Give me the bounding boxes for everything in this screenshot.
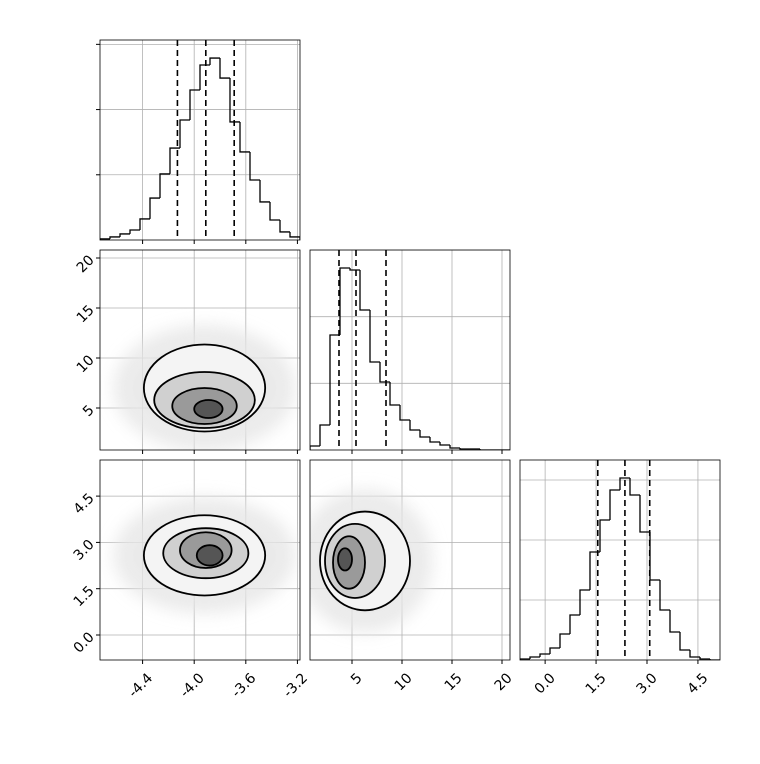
contour — [337, 547, 353, 572]
hist-step — [389, 382, 400, 406]
hist-step — [629, 478, 640, 496]
hist-step — [649, 532, 660, 581]
hist-step — [189, 89, 200, 120]
hist-step — [269, 201, 280, 221]
hist-step — [359, 270, 370, 311]
hist-step — [229, 78, 240, 123]
hist-step — [419, 430, 430, 438]
hist-step — [349, 268, 360, 271]
hist-step — [599, 519, 610, 552]
x-tick-label: 1.5 — [583, 670, 610, 697]
hist-step — [310, 445, 320, 450]
hist-step — [199, 64, 210, 90]
panel-frame — [99, 39, 301, 241]
y-tick-label: 3.0 — [71, 537, 98, 564]
hist-step — [699, 657, 710, 660]
x-tick-label: -4.0 — [177, 670, 208, 701]
hist-step — [379, 362, 390, 383]
hist-step — [709, 659, 720, 660]
x-tick-label: -3.6 — [229, 670, 260, 701]
hist-step — [639, 495, 650, 533]
x-tick-label: 5 — [348, 670, 366, 688]
panel — [310, 460, 510, 660]
hist-step — [689, 650, 700, 658]
panel — [100, 250, 300, 450]
hist-step — [479, 449, 490, 450]
hist-step — [329, 334, 340, 425]
hist-step — [659, 580, 670, 611]
x-tick-label: 0.0 — [532, 670, 559, 697]
hist-step — [169, 147, 180, 174]
panel-frame — [519, 459, 721, 661]
hist-step — [339, 267, 350, 335]
hist-step — [109, 236, 120, 239]
hist-step — [559, 633, 570, 648]
hist-step — [319, 424, 330, 446]
y-tick-label: 4.5 — [71, 490, 98, 517]
y-tick-label: 0.0 — [71, 629, 98, 656]
hist-step — [149, 197, 160, 219]
x-tick-label: 10 — [392, 670, 416, 694]
hist-step — [589, 551, 600, 590]
hist-step — [100, 238, 110, 240]
hist-step — [449, 445, 460, 449]
x-tick-label: 3.0 — [634, 670, 661, 697]
x-tick-label: -4.4 — [126, 670, 157, 701]
hist-step — [459, 448, 470, 450]
hist-step — [369, 310, 380, 363]
hist-step — [159, 173, 170, 199]
hist-step — [679, 632, 690, 651]
x-tick-label: 4.5 — [684, 670, 711, 697]
hist-step — [239, 121, 250, 153]
y-tick-label: 1.5 — [71, 583, 98, 610]
contour — [193, 399, 224, 419]
hist-step — [259, 180, 270, 203]
y-tick-label: 5 — [80, 402, 98, 420]
hist-step — [179, 119, 190, 149]
hist-step — [129, 229, 140, 234]
hist-step — [219, 58, 230, 79]
hist-step — [569, 614, 580, 634]
hist-step — [579, 589, 590, 615]
y-tick-label: 20 — [74, 252, 98, 276]
contour — [195, 544, 224, 567]
hist-step — [520, 658, 530, 660]
x-tick-label: 20 — [492, 670, 516, 694]
y-tick-label: 10 — [74, 352, 98, 376]
x-tick-label: 15 — [442, 670, 466, 694]
hist-step — [539, 653, 550, 657]
hist-step — [669, 610, 680, 633]
hist-step — [399, 405, 410, 421]
hist-step — [609, 489, 620, 520]
hist-step — [139, 218, 150, 230]
panel-frame — [309, 249, 511, 451]
hist-step — [439, 442, 450, 446]
panel-frame — [99, 249, 301, 451]
panel — [310, 250, 510, 450]
x-tick-label: -3.2 — [280, 670, 311, 701]
hist-step — [209, 57, 220, 65]
hist-step — [289, 231, 300, 240]
hist-step — [249, 151, 260, 181]
hist-step — [619, 477, 630, 490]
hist-step — [429, 437, 440, 443]
panel-frame — [309, 459, 511, 661]
hist-step — [549, 647, 560, 654]
panel-frame — [99, 459, 301, 661]
hist-step — [529, 656, 540, 659]
y-tick-label: 15 — [74, 302, 98, 326]
hist-step — [279, 220, 290, 233]
hist-step — [409, 420, 420, 431]
panel — [100, 40, 300, 240]
hist-step — [119, 233, 130, 237]
panel — [520, 460, 720, 660]
panel — [100, 460, 300, 660]
